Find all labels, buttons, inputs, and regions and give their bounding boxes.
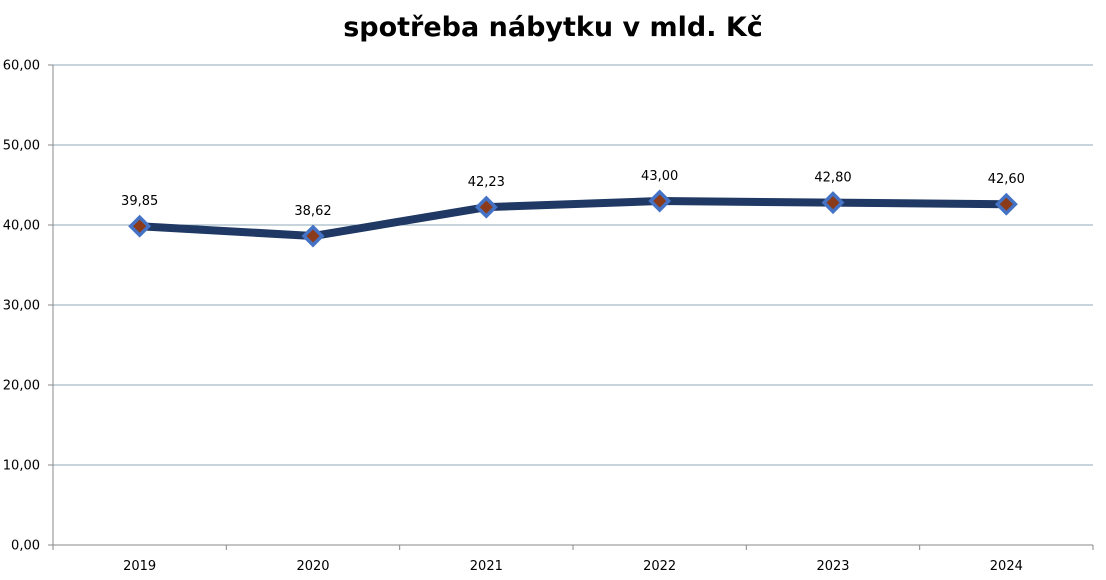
markers xyxy=(128,189,1018,248)
data-point-marker xyxy=(821,191,845,215)
axes xyxy=(48,64,1094,550)
x-axis-tick-labels: 2019 2020 2021 2022 2023 2024 xyxy=(123,559,1023,574)
data-point-marker xyxy=(994,192,1018,216)
x-tick-label: 2024 xyxy=(990,559,1023,574)
data-label: 42,60 xyxy=(988,172,1025,187)
y-axis-tick-labels: 0,00 10,00 20,00 30,00 40,00 50,00 60,00 xyxy=(3,59,40,554)
data-point-marker xyxy=(128,214,152,238)
x-tick-label: 2023 xyxy=(816,559,849,574)
data-point-marker xyxy=(301,224,325,248)
x-tick-label: 2020 xyxy=(296,559,329,574)
y-tick-label: 20,00 xyxy=(3,379,40,394)
series-line xyxy=(135,197,1011,241)
y-tick-label: 60,00 xyxy=(3,59,40,74)
y-tick-label: 10,00 xyxy=(3,459,40,474)
data-label: 42,80 xyxy=(814,171,851,186)
data-labels: 39,85 38,62 42,23 43,00 42,80 42,60 xyxy=(121,169,1025,219)
y-tick-label: 50,00 xyxy=(3,139,40,154)
chart-title: spotřeba nábytku v mld. Kč xyxy=(343,12,763,43)
gridlines xyxy=(53,64,1093,466)
data-point-marker xyxy=(648,189,672,213)
y-tick-label: 0,00 xyxy=(11,539,40,554)
data-label: 38,62 xyxy=(294,204,331,219)
data-point-marker xyxy=(474,195,498,219)
data-label: 39,85 xyxy=(121,194,158,209)
y-tick-label: 40,00 xyxy=(3,219,40,234)
data-label: 42,23 xyxy=(468,175,505,190)
y-tick-label: 30,00 xyxy=(3,299,40,314)
data-label: 43,00 xyxy=(641,169,678,184)
x-tick-label: 2022 xyxy=(643,559,676,574)
x-tick-label: 2021 xyxy=(470,559,503,574)
x-tick-label: 2019 xyxy=(123,559,156,574)
series xyxy=(135,197,1011,241)
